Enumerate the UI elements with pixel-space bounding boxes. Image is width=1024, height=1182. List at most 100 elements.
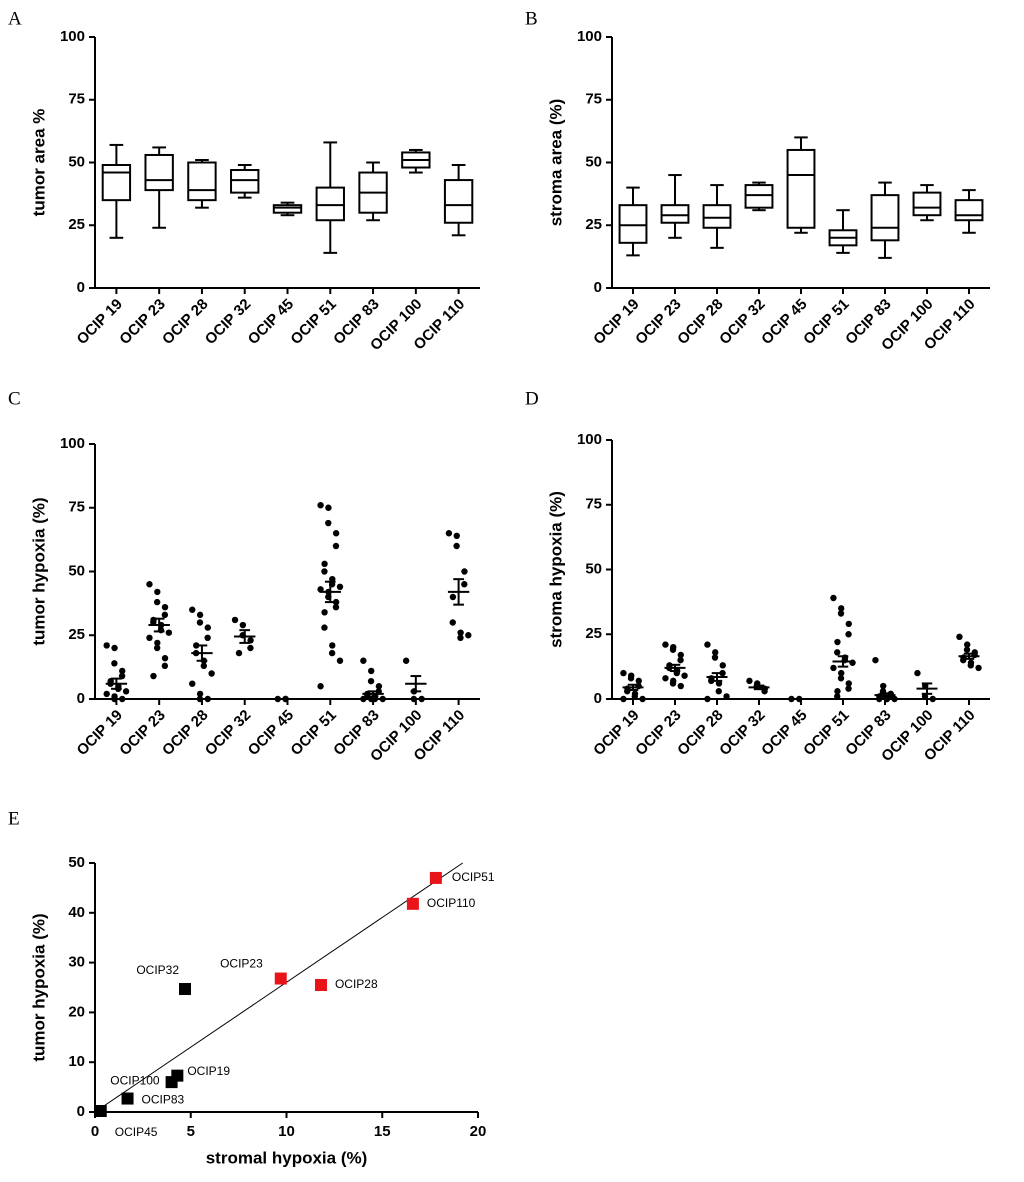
data-point — [204, 695, 211, 703]
data-point — [321, 568, 328, 575]
data-point — [461, 568, 468, 575]
y-tick-label: 50 — [68, 562, 85, 579]
y-tick-label: 0 — [77, 690, 85, 707]
data-point — [929, 695, 936, 703]
data-point — [367, 677, 375, 685]
box — [315, 186, 345, 222]
data-point — [963, 646, 971, 653]
y-axis-title: stroma hypoxia (%) — [546, 491, 565, 648]
point-label: OCIP45 — [115, 1125, 158, 1139]
panel-label: D — [525, 388, 539, 409]
data-point — [669, 646, 677, 653]
data-point — [146, 581, 153, 588]
x-tick-label: 0 — [91, 1123, 99, 1140]
data-point — [332, 542, 340, 550]
data-point — [449, 593, 457, 601]
box — [660, 204, 690, 224]
data-point — [830, 594, 837, 602]
data-point — [719, 669, 726, 677]
data-point — [449, 619, 456, 626]
x-tick-label: OCIP 23 — [116, 707, 169, 760]
box — [744, 184, 774, 209]
y-tick-label: 100 — [60, 435, 85, 452]
y-tick-label: 25 — [585, 216, 602, 233]
x-tick-label: OCIP 28 — [674, 296, 727, 349]
x-tick-label: OCIP 28 — [674, 707, 727, 760]
data-point — [196, 690, 204, 698]
point-label: OCIP83 — [142, 1093, 185, 1107]
x-tick-label: OCIP 51 — [800, 707, 853, 760]
y-axis-title: stroma area (%) — [546, 99, 565, 227]
box — [870, 194, 900, 242]
box — [272, 204, 303, 214]
y-tick-label: 25 — [68, 216, 85, 233]
data-point — [746, 677, 753, 685]
data-point — [620, 695, 627, 703]
y-tick-label: 75 — [68, 91, 85, 108]
box — [954, 199, 984, 222]
box — [443, 179, 474, 224]
x-tick-label: OCIP 19 — [590, 707, 643, 760]
data-point — [880, 682, 887, 690]
data-point — [189, 680, 196, 687]
data-point — [681, 672, 688, 679]
data-point — [368, 667, 375, 675]
x-tick-label: OCIP 45 — [758, 296, 811, 349]
y-tick-label: 50 — [585, 153, 602, 170]
data-point — [837, 610, 845, 617]
x-tick-label: OCIP 23 — [116, 296, 169, 349]
data-point — [154, 639, 161, 647]
box — [618, 204, 648, 244]
data-point — [719, 662, 726, 669]
y-tick-label: 0 — [77, 1103, 85, 1120]
data-point — [332, 598, 340, 606]
data-point — [872, 656, 879, 664]
data-point — [410, 695, 418, 703]
y-axis-title: tumor hypoxia (%) — [29, 913, 48, 1061]
data-point — [402, 657, 410, 664]
x-axis-title: stromal hypoxia (%) — [206, 1148, 368, 1167]
data-point — [321, 560, 328, 568]
data-point — [161, 662, 169, 670]
x-tick-label: OCIP 19 — [74, 296, 127, 349]
data-point — [332, 604, 340, 611]
x-tick-label: OCIP 45 — [758, 707, 811, 760]
data-point — [418, 695, 425, 703]
data-point — [627, 675, 635, 682]
data-point — [891, 695, 898, 703]
data-point — [845, 620, 852, 628]
data-point — [208, 670, 215, 677]
data-point — [235, 649, 243, 657]
data-point — [161, 611, 169, 619]
data-point — [329, 642, 336, 649]
y-tick-label: 100 — [577, 28, 602, 45]
data-point — [360, 657, 367, 664]
data-point — [119, 695, 126, 703]
data-point — [453, 532, 460, 539]
y-tick-label: 0 — [77, 279, 85, 296]
y-tick-label: 75 — [585, 496, 602, 513]
x-tick-label: OCIP 32 — [716, 296, 769, 349]
data-point — [711, 654, 719, 661]
data-point — [122, 688, 130, 695]
x-tick-label: 20 — [470, 1123, 487, 1140]
data-point — [465, 632, 472, 639]
point-label: OCIP100 — [110, 1073, 160, 1087]
data-point — [153, 598, 161, 606]
data-point — [429, 871, 442, 884]
data-point — [677, 651, 684, 659]
y-tick-label: 30 — [68, 954, 85, 971]
data-point — [317, 683, 324, 690]
y-tick-label: 25 — [68, 626, 85, 643]
data-point — [161, 604, 169, 611]
x-tick-label: OCIP 51 — [287, 296, 340, 349]
data-point — [189, 606, 196, 613]
data-point — [834, 638, 841, 646]
x-tick-label: OCIP 19 — [74, 707, 127, 760]
box — [144, 153, 174, 192]
data-point — [838, 605, 845, 612]
box — [101, 164, 132, 202]
panel-label: C — [8, 388, 21, 409]
y-tick-label: 25 — [585, 625, 602, 642]
